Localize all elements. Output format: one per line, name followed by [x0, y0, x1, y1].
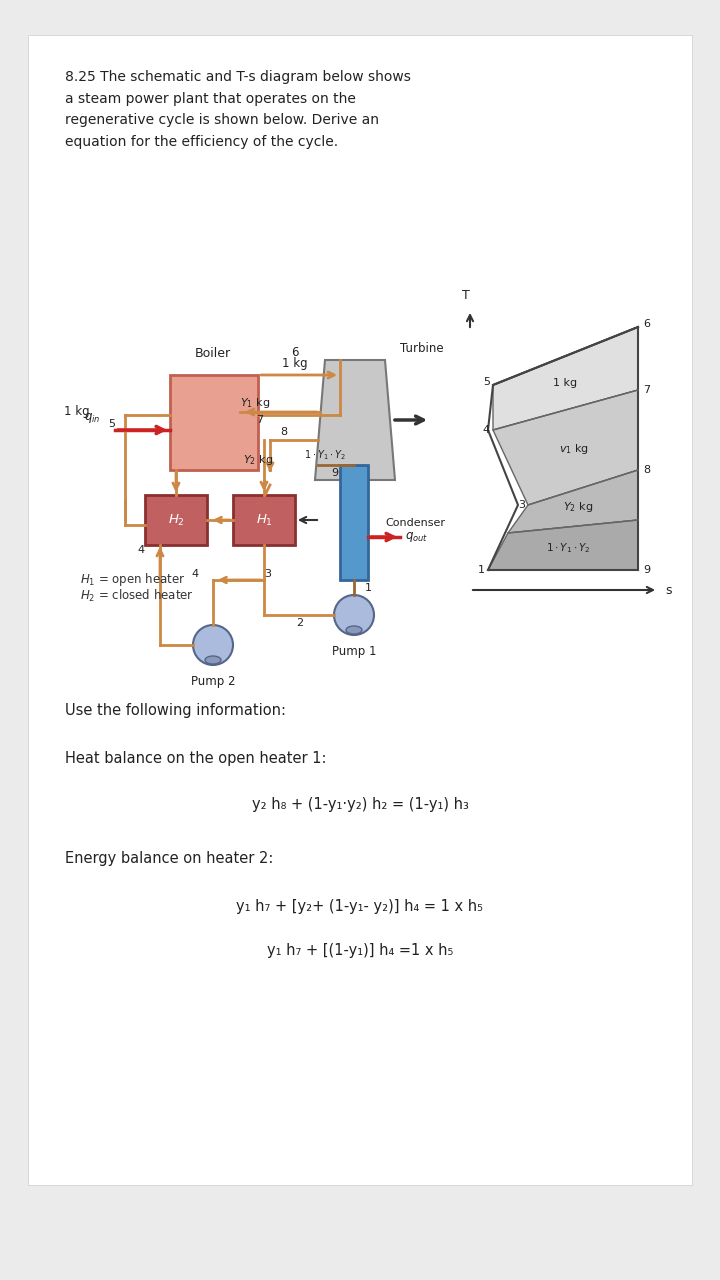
Text: 5: 5 — [483, 378, 490, 387]
Text: Turbine: Turbine — [400, 342, 444, 355]
Text: 7: 7 — [256, 415, 264, 425]
Text: $q_{in}$: $q_{in}$ — [84, 411, 100, 425]
Text: $v_1$ kg: $v_1$ kg — [559, 442, 589, 456]
Text: 4: 4 — [138, 545, 145, 556]
Text: $Y_2$ kg: $Y_2$ kg — [563, 500, 593, 515]
Bar — [233, 495, 295, 545]
Polygon shape — [315, 360, 395, 480]
Text: y₁ h₇ + [(1-y₁)] h₄ =1 x h₅: y₁ h₇ + [(1-y₁)] h₄ =1 x h₅ — [267, 942, 453, 957]
Text: 1: 1 — [365, 582, 372, 593]
Text: $Y_2$ kg: $Y_2$ kg — [243, 453, 273, 467]
Text: 6: 6 — [643, 319, 650, 329]
Circle shape — [193, 625, 233, 666]
Text: y₂ h₈ + (1-y₁·y₂) h₂ = (1-y₁) h₃: y₂ h₈ + (1-y₁·y₂) h₂ = (1-y₁) h₃ — [251, 797, 469, 813]
Polygon shape — [493, 390, 638, 506]
Text: $H_1$ = open heater: $H_1$ = open heater — [80, 571, 186, 589]
Text: 1 kg: 1 kg — [282, 357, 308, 370]
Text: 5: 5 — [108, 419, 115, 429]
Text: 7: 7 — [643, 385, 650, 396]
Text: Heat balance on the open heater 1:: Heat balance on the open heater 1: — [65, 750, 326, 765]
Ellipse shape — [205, 655, 221, 664]
Text: $H_2$: $H_2$ — [168, 512, 184, 527]
Polygon shape — [493, 326, 638, 430]
Text: Pump 2: Pump 2 — [191, 675, 235, 689]
Text: 6: 6 — [292, 346, 299, 358]
Text: Condenser: Condenser — [385, 518, 445, 527]
Ellipse shape — [346, 626, 362, 634]
Text: 1: 1 — [478, 564, 485, 575]
Text: Boiler: Boiler — [195, 347, 231, 360]
Circle shape — [334, 595, 374, 635]
Text: 8: 8 — [643, 465, 650, 475]
Text: s: s — [665, 584, 672, 596]
Text: 4: 4 — [192, 570, 199, 579]
Text: $1\cdot Y_1\cdot Y_2$: $1\cdot Y_1\cdot Y_2$ — [304, 448, 346, 462]
Text: Energy balance on heater 2:: Energy balance on heater 2: — [65, 850, 274, 865]
Text: 4: 4 — [483, 425, 490, 435]
Text: $Y_1$ kg: $Y_1$ kg — [240, 396, 270, 410]
Polygon shape — [508, 470, 638, 532]
Text: $H_1$: $H_1$ — [256, 512, 272, 527]
Text: 9: 9 — [643, 564, 650, 575]
Text: 2: 2 — [297, 618, 304, 628]
Bar — [340, 465, 368, 580]
Text: 8: 8 — [280, 428, 287, 436]
Text: Pump 1: Pump 1 — [332, 645, 377, 658]
Bar — [145, 495, 207, 545]
Polygon shape — [488, 520, 638, 570]
Bar — [170, 375, 258, 470]
Text: 1 kg: 1 kg — [554, 378, 577, 388]
Text: 1 kg: 1 kg — [64, 406, 90, 419]
Text: 9: 9 — [331, 468, 338, 477]
Text: y₁ h₇ + [y₂+ (1-y₁- y₂)] h₄ = 1 x h₅: y₁ h₇ + [y₂+ (1-y₁- y₂)] h₄ = 1 x h₅ — [236, 899, 484, 914]
Text: 8.25 The schematic and T-s diagram below shows
a steam power plant that operates: 8.25 The schematic and T-s diagram below… — [65, 70, 411, 148]
Text: Use the following information:: Use the following information: — [65, 703, 286, 718]
Text: $q_{out}$: $q_{out}$ — [405, 530, 428, 544]
Text: $H_2$ = closed heater: $H_2$ = closed heater — [80, 588, 194, 604]
Text: 3: 3 — [264, 570, 271, 579]
Text: T: T — [462, 289, 470, 302]
Text: $1\cdot Y_1\cdot Y_2$: $1\cdot Y_1\cdot Y_2$ — [546, 541, 590, 556]
Text: 3: 3 — [518, 500, 525, 509]
FancyBboxPatch shape — [28, 35, 692, 1185]
